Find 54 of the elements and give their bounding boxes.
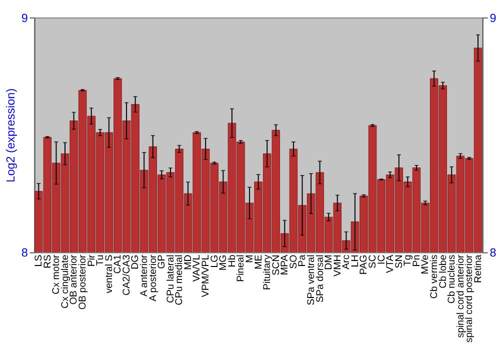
x-tick-label: OB anterior xyxy=(68,254,80,305)
x-tick-label: ventral S xyxy=(104,254,115,294)
x-tick-label: LH xyxy=(350,254,361,268)
x-tick-label: LG xyxy=(209,254,220,268)
x-tick-label: CPu medial xyxy=(174,254,186,306)
x-tick-label: MD xyxy=(182,254,194,270)
y2-tick-label: 8 xyxy=(490,246,497,260)
x-tick-label: Cb vermis xyxy=(428,254,440,299)
x-tick-label: CA2/CA3 xyxy=(121,254,132,296)
x-tick-label: Pituitary xyxy=(262,254,274,290)
x-tick-label: Pn xyxy=(411,254,422,267)
x-tick-label: spinal cord posterior xyxy=(464,254,476,343)
x-tick-label: RS xyxy=(42,254,54,268)
x-tick-label: IC xyxy=(376,254,388,265)
x-tick-label: VA/VL xyxy=(192,254,203,282)
x-tick-label: Hb xyxy=(226,254,238,268)
x-tick-label: PAG xyxy=(358,254,370,275)
x-tick-label: Pir xyxy=(86,254,98,267)
x-tick-label: SPa ventral xyxy=(306,254,317,306)
x-tick-label: SN xyxy=(394,254,405,268)
x-tick-label: CA1 xyxy=(112,254,124,274)
x-tick-label: SCN xyxy=(270,254,282,276)
x-tick-label: A anterior xyxy=(139,254,150,297)
x-tick-label: SPa dorsal xyxy=(314,254,326,303)
x-tick-label: CPu lateral xyxy=(165,254,176,304)
x-tick-label: SC xyxy=(367,254,378,268)
x-tick-label: VMH xyxy=(332,254,344,276)
x-tick-label: ME xyxy=(253,254,264,270)
x-tick-label: Tu xyxy=(95,254,106,266)
x-tick-label: Cb lobe xyxy=(438,254,449,288)
x-tick-label: Retina xyxy=(472,254,484,283)
y2-tick-label: 9 xyxy=(490,12,496,25)
x-tick-label: VTA xyxy=(385,254,396,274)
x-tick-label: OB posterior xyxy=(78,254,89,310)
x-tick-label: spinal cord anterior xyxy=(455,254,466,338)
x-tick-label: VPM/VPL xyxy=(200,254,212,298)
x-tick-label: DM xyxy=(324,254,335,270)
x-tick-label: Pineal xyxy=(236,254,247,282)
x-tick-label: A posterior xyxy=(148,254,159,302)
x-tick-label: Pa xyxy=(297,254,308,267)
x-tick-label: Cx cingulate xyxy=(60,254,71,308)
x-tick-label: Tg xyxy=(402,254,414,266)
x-tick-label: MVe xyxy=(420,254,432,274)
x-tick-label: LS xyxy=(34,254,45,267)
x-tick-label: Cx motor xyxy=(51,254,62,294)
x-tick-label: SO xyxy=(288,254,300,269)
y-axis-title: Log2 (expression) xyxy=(4,88,18,182)
x-tick-label: M xyxy=(244,254,256,263)
x-tick-label: MG xyxy=(218,254,230,270)
x-tick-label: DG xyxy=(130,254,142,270)
x-tick-label: MPA xyxy=(280,254,291,276)
x-tick-label: GP xyxy=(156,254,168,269)
x-tick-label: Cb nucleus xyxy=(446,254,458,304)
x-tick-label: Arc xyxy=(341,254,352,270)
